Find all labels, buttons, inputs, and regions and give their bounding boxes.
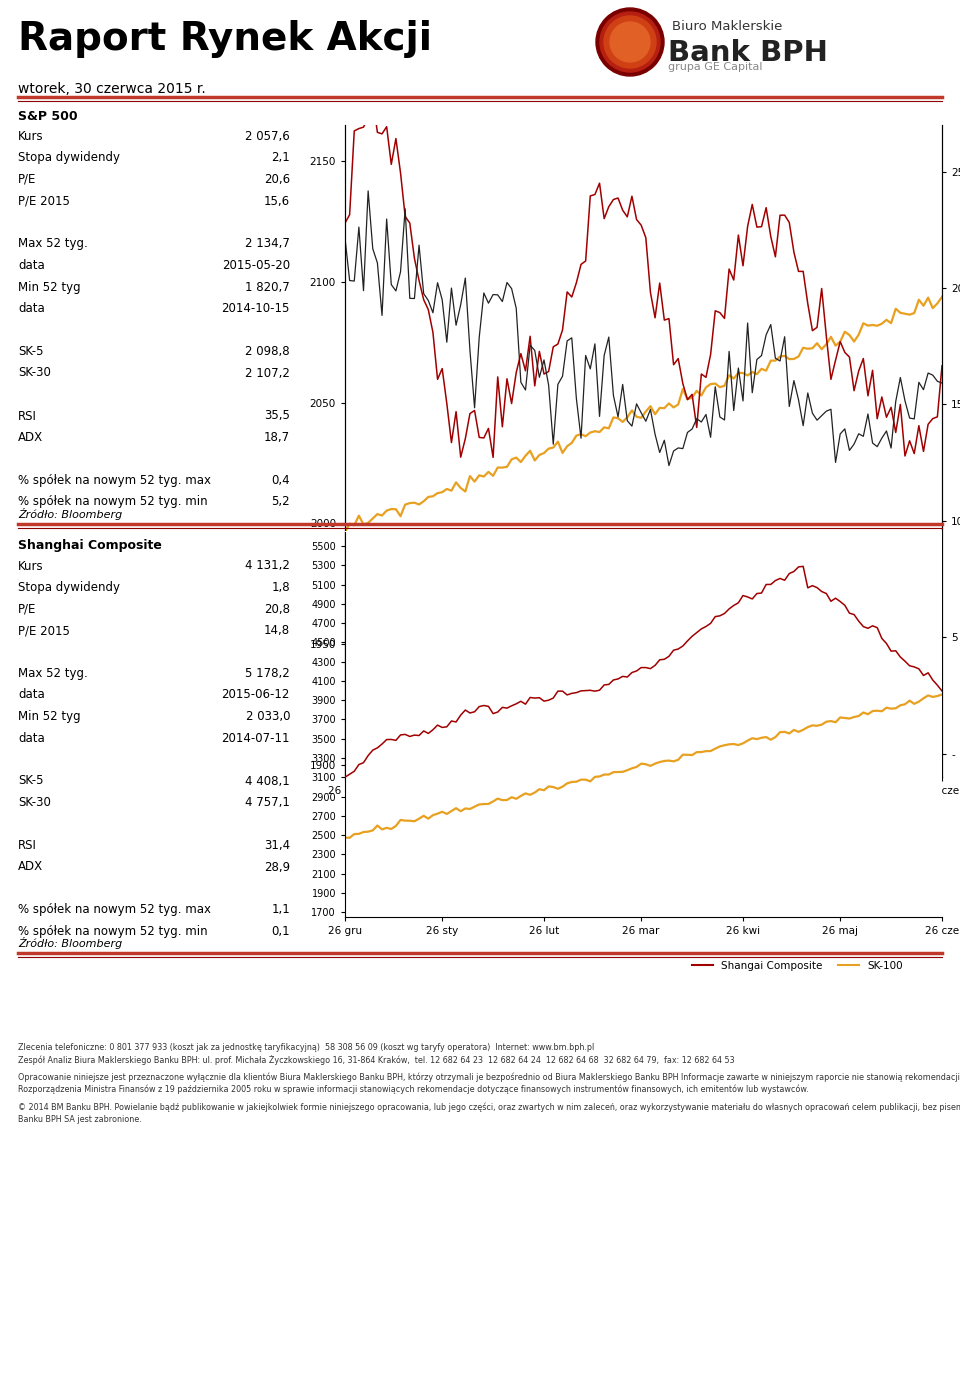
Text: grupa GE Capital: grupa GE Capital bbox=[668, 61, 762, 73]
Text: % spółek na nowym 52 tyg. max: % spółek na nowym 52 tyg. max bbox=[18, 474, 211, 487]
Text: Kurs: Kurs bbox=[18, 130, 43, 144]
Text: 2015-06-12: 2015-06-12 bbox=[222, 689, 290, 702]
Text: 14,8: 14,8 bbox=[264, 624, 290, 638]
Circle shape bbox=[596, 8, 664, 75]
Text: % spółek na nowym 52 tyg. min: % spółek na nowym 52 tyg. min bbox=[18, 495, 207, 509]
Text: Źródło: Bloomberg: Źródło: Bloomberg bbox=[18, 937, 122, 949]
Text: 1,1: 1,1 bbox=[272, 904, 290, 917]
Text: wtorek, 30 czerwca 2015 r.: wtorek, 30 czerwca 2015 r. bbox=[18, 82, 205, 96]
Text: Rozporządzenia Ministra Finansów z 19 października 2005 roku w sprawie informacj: Rozporządzenia Ministra Finansów z 19 pa… bbox=[18, 1085, 808, 1095]
Text: 1 820,7: 1 820,7 bbox=[245, 280, 290, 293]
Text: P/E 2015: P/E 2015 bbox=[18, 624, 70, 638]
Text: 35,5: 35,5 bbox=[264, 410, 290, 423]
Text: RSI: RSI bbox=[18, 838, 36, 852]
Text: 18,7: 18,7 bbox=[264, 431, 290, 444]
Text: 4 757,1: 4 757,1 bbox=[245, 797, 290, 809]
Text: % spółek na nowym 52 tyg. min: % spółek na nowym 52 tyg. min bbox=[18, 925, 207, 937]
Text: Kurs: Kurs bbox=[18, 559, 43, 572]
Text: data: data bbox=[18, 301, 45, 315]
Text: 2015-05-20: 2015-05-20 bbox=[222, 259, 290, 272]
Text: SK-5: SK-5 bbox=[18, 774, 43, 788]
Text: P/E: P/E bbox=[18, 173, 36, 186]
Text: 20,8: 20,8 bbox=[264, 603, 290, 615]
Text: Min 52 tyg: Min 52 tyg bbox=[18, 710, 81, 723]
Text: 31,4: 31,4 bbox=[264, 838, 290, 852]
Text: 2014-07-11: 2014-07-11 bbox=[222, 731, 290, 745]
Text: 4 131,2: 4 131,2 bbox=[245, 559, 290, 572]
Legend: S&P 500 (lo), SK-100 (lo), VIX (po): S&P 500 (lo), SK-100 (lo), VIX (po) bbox=[658, 861, 937, 879]
Text: Źródło: Bloomberg: Źródło: Bloomberg bbox=[18, 508, 122, 519]
Text: Max 52 tyg.: Max 52 tyg. bbox=[18, 237, 87, 251]
Text: RSI: RSI bbox=[18, 410, 36, 423]
Text: Stopa dywidendy: Stopa dywidendy bbox=[18, 152, 120, 165]
Text: 5,2: 5,2 bbox=[272, 495, 290, 509]
Text: 5 178,2: 5 178,2 bbox=[245, 667, 290, 679]
Text: Zlecenia telefoniczne: 0 801 377 933 (koszt jak za jednostkę taryfikacyjną)  58 : Zlecenia telefoniczne: 0 801 377 933 (ko… bbox=[18, 1043, 594, 1052]
Text: Shanghai Composite: Shanghai Composite bbox=[18, 540, 162, 552]
Text: Opracowanie niniejsze jest przeznaczone wyłącznie dla klientów Biura Maklerskieg: Opracowanie niniejsze jest przeznaczone … bbox=[18, 1073, 960, 1083]
Text: 28,9: 28,9 bbox=[264, 861, 290, 873]
Text: data: data bbox=[18, 731, 45, 745]
Text: Biuro Maklerskie: Biuro Maklerskie bbox=[672, 20, 782, 33]
Text: SK-5: SK-5 bbox=[18, 345, 43, 359]
Legend: Shangai Composite, SK-100: Shangai Composite, SK-100 bbox=[687, 957, 907, 975]
Text: Zespół Analiz Biura Maklerskiego Banku BPH: ul. prof. Michała Życzkowskiego 16, : Zespół Analiz Biura Maklerskiego Banku B… bbox=[18, 1055, 734, 1064]
Text: 20,6: 20,6 bbox=[264, 173, 290, 186]
Text: S&P 500: S&P 500 bbox=[18, 110, 78, 123]
Text: 2 098,8: 2 098,8 bbox=[246, 345, 290, 359]
Text: © 2014 BM Banku BPH. Powielanie bądź publikowanie w jakiejkolwiek formie niniejs: © 2014 BM Banku BPH. Powielanie bądź pub… bbox=[18, 1103, 960, 1112]
Circle shape bbox=[604, 15, 656, 68]
Text: 0,1: 0,1 bbox=[272, 925, 290, 937]
Text: P/E: P/E bbox=[18, 603, 36, 615]
Text: P/E 2015: P/E 2015 bbox=[18, 194, 70, 208]
Text: Max 52 tyg.: Max 52 tyg. bbox=[18, 667, 87, 679]
Text: 15,6: 15,6 bbox=[264, 194, 290, 208]
Text: ADX: ADX bbox=[18, 431, 43, 444]
Text: Bank BPH: Bank BPH bbox=[668, 39, 828, 67]
Text: ADX: ADX bbox=[18, 861, 43, 873]
Text: 2014-10-15: 2014-10-15 bbox=[222, 301, 290, 315]
Circle shape bbox=[610, 22, 650, 61]
Text: 1,8: 1,8 bbox=[272, 580, 290, 594]
Text: 2 107,2: 2 107,2 bbox=[245, 367, 290, 379]
Text: Stopa dywidendy: Stopa dywidendy bbox=[18, 580, 120, 594]
Text: 2 057,6: 2 057,6 bbox=[245, 130, 290, 144]
Text: data: data bbox=[18, 259, 45, 272]
Text: SK-30: SK-30 bbox=[18, 797, 51, 809]
Text: 2 033,0: 2 033,0 bbox=[246, 710, 290, 723]
Text: 2 134,7: 2 134,7 bbox=[245, 237, 290, 251]
Text: Min 52 tyg: Min 52 tyg bbox=[18, 280, 81, 293]
Text: 4 408,1: 4 408,1 bbox=[245, 774, 290, 788]
Text: SK-30: SK-30 bbox=[18, 367, 51, 379]
Text: 2,1: 2,1 bbox=[272, 152, 290, 165]
Text: Banku BPH SA jest zabronione.: Banku BPH SA jest zabronione. bbox=[18, 1115, 142, 1124]
Text: data: data bbox=[18, 689, 45, 702]
Circle shape bbox=[600, 13, 660, 73]
Text: Raport Rynek Akcji: Raport Rynek Akcji bbox=[18, 20, 432, 59]
Text: % spółek na nowym 52 tyg. max: % spółek na nowym 52 tyg. max bbox=[18, 904, 211, 917]
Text: 0,4: 0,4 bbox=[272, 474, 290, 487]
